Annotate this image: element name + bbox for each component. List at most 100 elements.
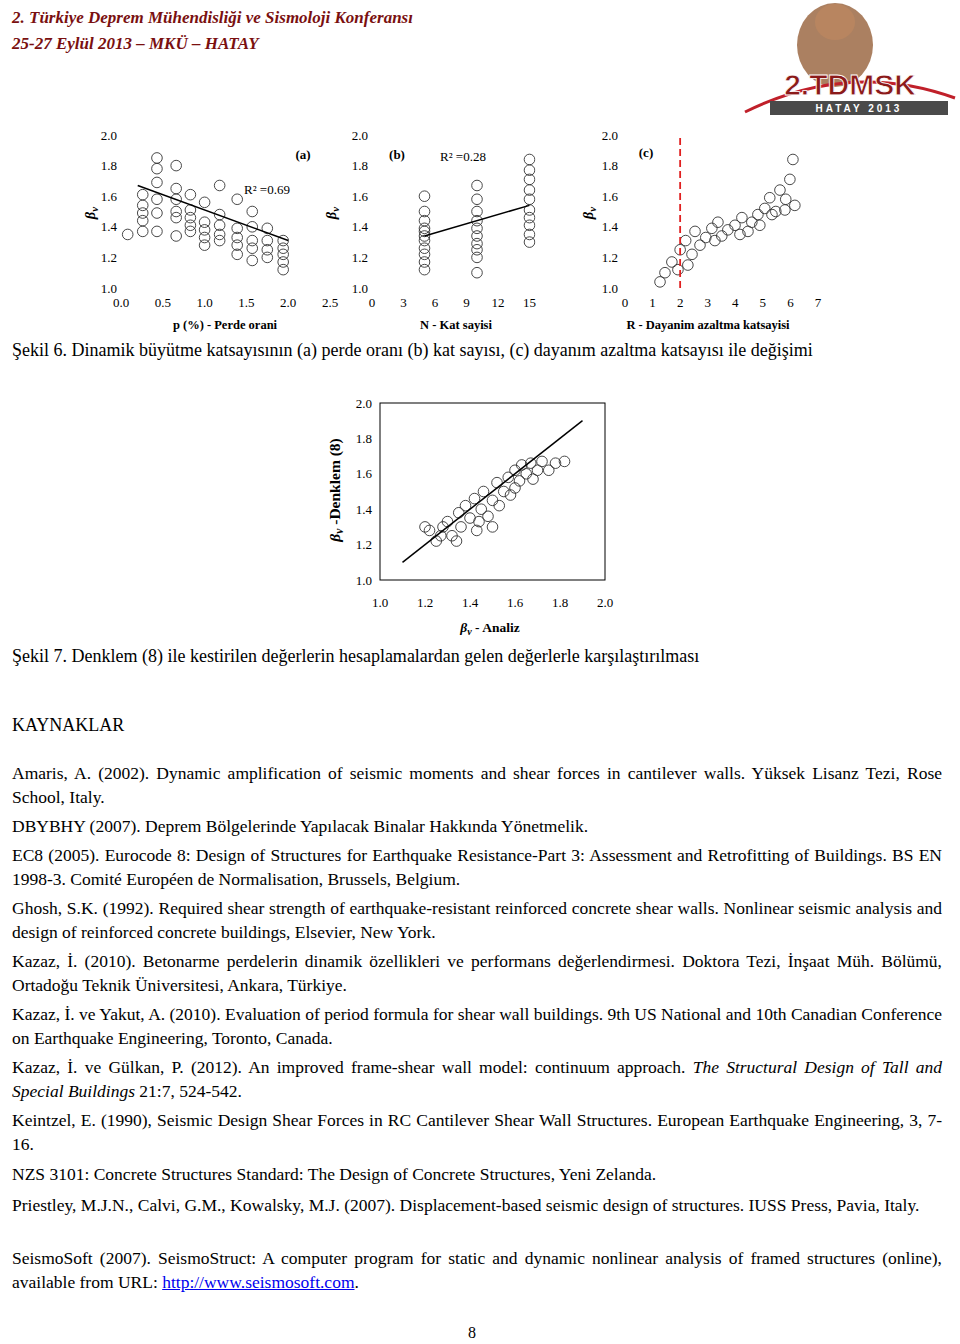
data-point [419, 243, 430, 254]
x-axis-label: p (%) - Perde orani [173, 318, 278, 332]
x-tick-label: 2.5 [322, 295, 338, 310]
data-point [680, 235, 691, 246]
x-tick-label: 1.2 [417, 595, 433, 610]
reference-text: SeismoStruct: A computer program for sta… [12, 1248, 942, 1292]
data-point [214, 180, 225, 191]
y-tick-label: 2.0 [356, 396, 372, 411]
y-tick-label: 1.0 [352, 281, 368, 296]
data-point [713, 217, 724, 228]
x-tick-label: 2 [677, 295, 684, 310]
plot-data [655, 135, 800, 288]
data-point [755, 220, 766, 231]
plot-data [419, 154, 535, 278]
data-point [152, 153, 163, 164]
x-tick-label: 4 [732, 295, 739, 310]
data-point [472, 252, 483, 263]
data-point [185, 220, 196, 231]
data-point [559, 456, 570, 467]
data-point [780, 194, 791, 205]
data-point [424, 525, 435, 536]
data-point [278, 243, 289, 254]
y-tick-label: 1.8 [602, 158, 618, 173]
reference-text: An improved frame-shear wall model: cont… [242, 1057, 693, 1077]
data-point [524, 237, 535, 248]
x-tick-label: 6 [432, 295, 439, 310]
data-point [505, 490, 516, 501]
data-point [137, 226, 148, 237]
data-point [667, 257, 678, 268]
data-point [199, 240, 210, 251]
x-tick-label: 9 [463, 295, 470, 310]
data-point [673, 264, 684, 275]
data-point [788, 154, 799, 165]
data-point [494, 500, 505, 511]
x-tick-label: 2.0 [280, 295, 296, 310]
data-point [152, 163, 163, 174]
y-axis-label: βv [82, 207, 100, 220]
y-tick-label: 1.2 [356, 537, 372, 552]
y-tick-label: 1.0 [602, 281, 618, 296]
reference-text: Priestley, M.J.N., Calvi, G.M., Kowalsky… [12, 1195, 395, 1215]
plot-data [403, 421, 583, 563]
data-point [521, 469, 532, 480]
data-point [524, 174, 535, 185]
reference-line [679, 135, 681, 288]
logo-band [770, 101, 948, 115]
data-point [419, 264, 430, 275]
x-tick-label: 1.4 [462, 595, 479, 610]
data-point [735, 229, 746, 240]
reference-text: Eurocode 8: Design of Structures for Ear… [12, 845, 942, 889]
data-point [456, 522, 467, 533]
x-tick-label: 3 [704, 295, 711, 310]
references-heading: KAYNAKLAR [12, 713, 124, 737]
data-point [472, 180, 483, 191]
data-point [492, 477, 503, 488]
data-point [152, 177, 163, 188]
axis-subscript: v [586, 207, 598, 212]
reference: Ghosh, S.K. (1992). Required shear stren… [12, 896, 942, 944]
data-point [543, 465, 554, 476]
y-tick-label: 1.0 [101, 281, 117, 296]
data-point [247, 206, 258, 217]
chart: 1.01.21.41.61.82.003691215N - Kat sayisi… [323, 128, 536, 333]
reference: Amaris, A. (2002). Dynamic amplification… [12, 761, 942, 809]
data-point [710, 235, 721, 246]
y-tick-label: 1.2 [101, 250, 117, 265]
chart: 1.01.21.41.61.82.001234567R - Dayanim az… [580, 128, 822, 333]
y-tick-label: 2.0 [602, 128, 618, 143]
data-point [419, 191, 430, 202]
y-tick-label: 2.0 [101, 128, 117, 143]
r-squared: R² =0.69 [244, 182, 290, 197]
data-point [524, 194, 535, 205]
data-point [152, 226, 163, 237]
reference-text: Ghosh, S.K. (1992). [12, 898, 154, 918]
reference-text: Kazaz, İ. ve Gülkan, P. (2012). [12, 1057, 242, 1077]
x-tick-label: 1.0 [196, 295, 212, 310]
reference: EC8 (2005). Eurocode 8: Design of Struct… [12, 843, 942, 891]
logo-head [815, 4, 855, 40]
data-point [472, 267, 483, 278]
x-tick-label: 1.8 [552, 595, 568, 610]
data-point [199, 197, 210, 208]
reference: SeismoSoft (2007). SeismoStruct: A compu… [12, 1246, 942, 1294]
reference: Priestley, M.J.N., Calvi, G.M., Kowalsky… [12, 1193, 942, 1217]
r-squared: R² =0.28 [440, 149, 486, 164]
data-point [171, 160, 182, 171]
data-point [171, 231, 182, 242]
data-point [171, 212, 182, 223]
reference-text: Concrete Structures Standard: The Design… [89, 1164, 656, 1184]
data-point [764, 192, 775, 203]
reference-link[interactable]: http://www.seismosoft.com [162, 1272, 354, 1292]
x-tick-label: 5 [760, 295, 767, 310]
reference-text: DBYBHY (2007). [12, 816, 141, 836]
reference-text: 21:7, 524-542. [135, 1081, 242, 1101]
data-point [514, 476, 525, 487]
figure-caption: Şekil 6. Dinamik büyütme katsayısının (a… [12, 339, 813, 361]
logo: 2.TDMSKHATAY 2013 [745, 3, 955, 115]
reference-text: Kazaz, İ. ve Yakut, A. (2010). [12, 1004, 221, 1024]
reference-text: . [355, 1272, 359, 1292]
conference-title: 2. Türkiye Deprem Mühendisliği ve Sismol… [12, 8, 413, 28]
data-point [487, 522, 498, 533]
data-point [690, 226, 701, 237]
x-axis-label: N - Kat sayisi [420, 318, 492, 332]
